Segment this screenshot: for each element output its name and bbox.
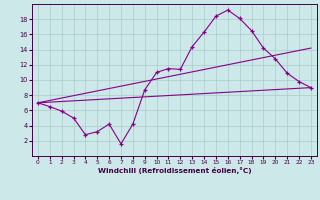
X-axis label: Windchill (Refroidissement éolien,°C): Windchill (Refroidissement éolien,°C) xyxy=(98,167,251,174)
